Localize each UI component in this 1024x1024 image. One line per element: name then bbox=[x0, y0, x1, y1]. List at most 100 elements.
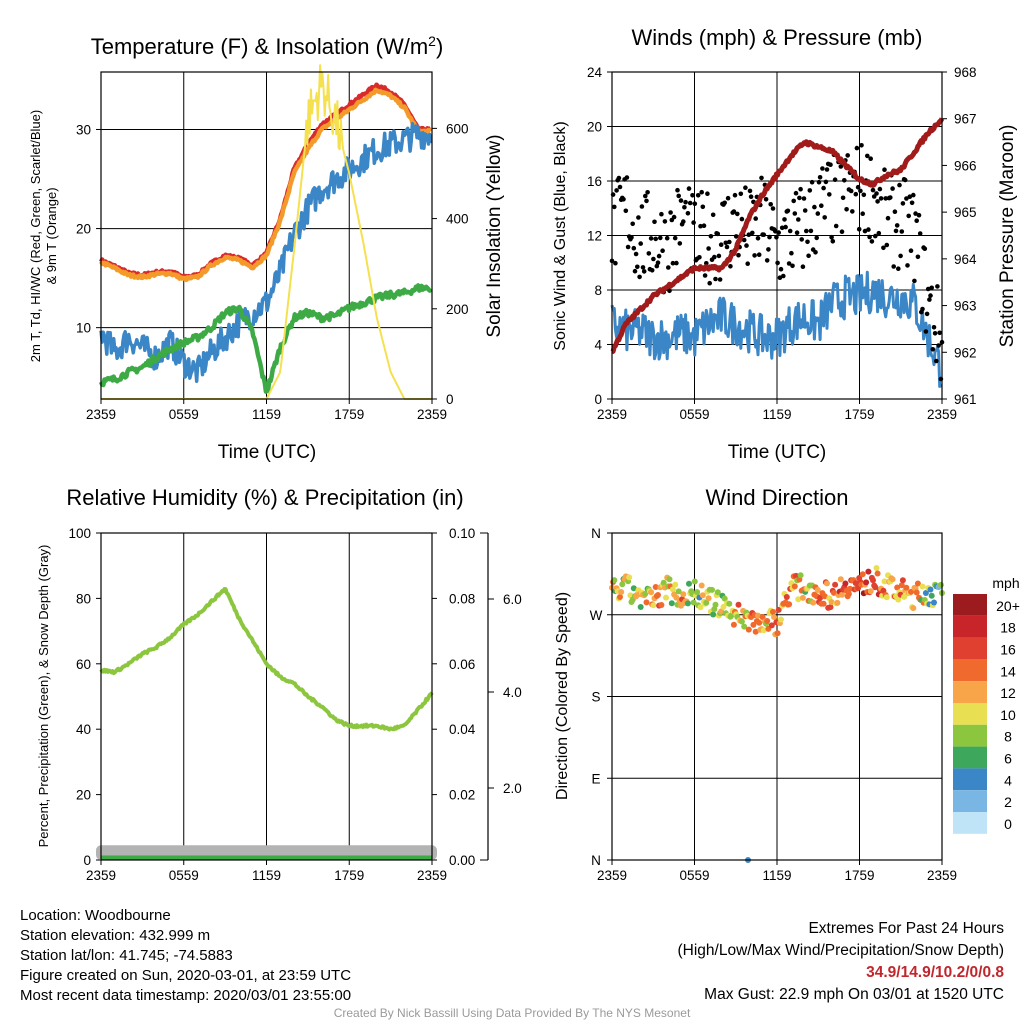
gust-point bbox=[806, 253, 811, 259]
colorbar-swatch bbox=[953, 746, 987, 769]
series-rh bbox=[99, 587, 434, 732]
x-tick-label: 0559 bbox=[679, 868, 709, 883]
direction-point bbox=[630, 585, 637, 592]
gust-point bbox=[909, 200, 915, 206]
gust-point bbox=[635, 264, 640, 270]
gust-point bbox=[865, 153, 870, 159]
gust-point bbox=[816, 179, 822, 185]
gust-point bbox=[621, 197, 626, 202]
credit-text: Created By Nick Bassill Using Data Provi… bbox=[333, 1006, 691, 1020]
colorbar-label: 6 bbox=[1004, 751, 1012, 767]
gust-point bbox=[660, 248, 665, 253]
y-right-tick-label: 962 bbox=[954, 345, 977, 360]
direction-point bbox=[619, 581, 626, 588]
x-tick-label: 2359 bbox=[86, 868, 116, 883]
y-tick-label: 0 bbox=[594, 392, 602, 407]
gust-point bbox=[766, 247, 771, 252]
gust-point bbox=[931, 325, 937, 330]
gust-point bbox=[900, 201, 906, 206]
gust-point bbox=[805, 239, 810, 245]
gust-point bbox=[687, 200, 693, 206]
x-tick-label: 1759 bbox=[844, 407, 874, 422]
series-2m-t bbox=[99, 82, 433, 280]
gust-point bbox=[842, 178, 847, 183]
colorbar-label: 20+ bbox=[996, 598, 1020, 614]
gust-point bbox=[695, 193, 701, 198]
direction-point bbox=[895, 596, 902, 603]
gust-point bbox=[668, 210, 673, 215]
gust-point bbox=[785, 208, 791, 214]
y-tick-label: N bbox=[591, 853, 601, 868]
direction-point bbox=[872, 584, 879, 591]
gust-point bbox=[746, 232, 752, 237]
gust-point bbox=[928, 293, 933, 298]
direction-point bbox=[684, 600, 691, 607]
direction-point bbox=[698, 582, 705, 589]
gust-point bbox=[649, 268, 655, 273]
gust-point bbox=[692, 201, 698, 206]
rh-ylabel: Percent, Precipitation (Green), & Snow D… bbox=[36, 545, 51, 848]
colorbar-title: mph bbox=[992, 575, 1019, 591]
direction-point bbox=[752, 628, 759, 635]
gust-point bbox=[710, 212, 716, 218]
direction-point bbox=[726, 600, 733, 607]
gust-point bbox=[736, 252, 741, 258]
gust-point bbox=[624, 175, 630, 180]
colorbar-swatch bbox=[953, 659, 987, 682]
direction-point bbox=[830, 589, 837, 596]
x-tick-label: 1159 bbox=[252, 868, 281, 883]
direction-point bbox=[710, 611, 717, 618]
gust-point bbox=[823, 179, 829, 185]
gust-point bbox=[911, 192, 916, 198]
y-right-tick-label: 600 bbox=[446, 121, 469, 136]
x-tick-label: 0559 bbox=[169, 868, 199, 883]
gust-point bbox=[917, 231, 923, 236]
gust-point bbox=[898, 253, 903, 259]
direction-point bbox=[928, 592, 935, 599]
gust-point bbox=[781, 273, 786, 279]
x-tick-label: 1759 bbox=[334, 868, 364, 883]
y-tick-label: 12 bbox=[587, 229, 602, 244]
temp-ylabel-1: 2m T, Td, HI/WC (Red, Green, Scarlet/Blu… bbox=[28, 110, 43, 362]
direction-point bbox=[709, 586, 715, 593]
gust-point bbox=[705, 191, 710, 196]
gust-point bbox=[820, 166, 825, 171]
gust-point bbox=[743, 185, 748, 190]
gust-point bbox=[787, 228, 793, 234]
gust-point bbox=[741, 237, 747, 243]
direction-point bbox=[764, 618, 771, 624]
temp-title: Temperature (F) & Insolation (W/m2) bbox=[91, 33, 444, 59]
gust-point bbox=[839, 229, 845, 234]
gust-point bbox=[814, 235, 819, 241]
gust-point bbox=[725, 195, 731, 201]
y-right-tick-label: 400 bbox=[446, 212, 469, 227]
gust-point bbox=[768, 202, 773, 207]
gust-point bbox=[891, 264, 896, 269]
temp-xlabel: Time (UTC) bbox=[218, 442, 317, 463]
direction-point bbox=[648, 589, 655, 596]
y-tick-label: 60 bbox=[76, 657, 91, 672]
direction-point bbox=[697, 604, 704, 611]
direction-point bbox=[669, 586, 676, 593]
colorbar-swatch bbox=[953, 812, 987, 834]
direction-point bbox=[626, 574, 633, 581]
direction-point bbox=[730, 621, 737, 628]
direction-point bbox=[913, 589, 920, 596]
gust-point bbox=[819, 203, 824, 208]
gust-point bbox=[699, 189, 704, 195]
gust-point bbox=[756, 252, 762, 257]
gust-point bbox=[912, 278, 917, 284]
y-tick-label: E bbox=[591, 771, 600, 786]
gust-point bbox=[801, 196, 807, 201]
direction-point bbox=[718, 608, 725, 615]
y-right-tick-label: 0.06 bbox=[449, 657, 475, 672]
gust-point bbox=[764, 258, 770, 263]
location-text: Location: Woodbourne bbox=[20, 907, 171, 924]
gust-point bbox=[899, 229, 905, 234]
direction-point bbox=[832, 581, 839, 588]
direction-point bbox=[814, 587, 821, 593]
gust-point bbox=[914, 218, 919, 223]
y-tick-label: 40 bbox=[76, 722, 91, 737]
gust-point bbox=[804, 228, 809, 234]
